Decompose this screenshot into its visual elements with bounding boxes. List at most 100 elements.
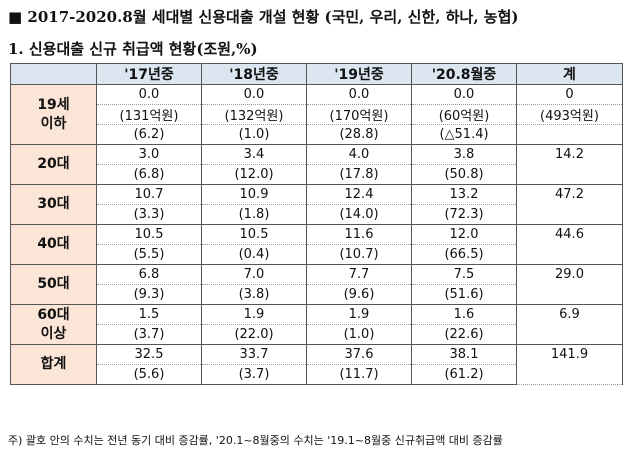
row-group-label: 40대 — [10, 224, 97, 265]
table-cell: 1.9 — [201, 304, 307, 325]
table-cell: 3.8 — [411, 144, 517, 165]
row-group-label: 19세 이하 — [10, 84, 97, 145]
row-group-label: 60대 이상 — [10, 304, 97, 345]
table-cell: (60억원) — [411, 104, 517, 125]
table-cell: (72.3) — [411, 204, 517, 225]
table-row: 30대 10.7 10.9 12.4 13.2 47.2 — [10, 184, 623, 225]
table-cell: 10.5 — [96, 224, 202, 245]
table-row: 50대 6.8 7.0 7.7 7.5 29.0 — [10, 264, 623, 305]
column-header: '18년중 — [201, 63, 307, 85]
table-cell: (6.8) — [96, 164, 202, 185]
total-cell: 6.9 — [516, 304, 623, 345]
table-cell: 1.9 — [306, 304, 412, 325]
table-cell: (9.3) — [96, 284, 202, 305]
table-cell — [516, 124, 623, 145]
table-cell: (51.6) — [411, 284, 517, 305]
table-cell: (12.0) — [201, 164, 307, 185]
table-cell: (131억원) — [96, 104, 202, 125]
table-cell: 0.0 — [201, 84, 307, 105]
loan-table: '17년중 '18년중 '19년중 '20.8월중 계 19세 이하 0.0 0.0… — [10, 63, 623, 385]
table-row: 40대 10.5 10.5 11.6 12.0 44.6 — [10, 224, 623, 265]
total-cell: 14.2 — [516, 144, 623, 185]
table-cell: (3.7) — [201, 364, 307, 385]
table-cell: 12.0 — [411, 224, 517, 245]
table-cell: 1.6 — [411, 304, 517, 325]
table-cell: (50.8) — [411, 164, 517, 185]
table-cell: (493억원) — [516, 104, 623, 125]
row-group-label: 30대 — [10, 184, 97, 225]
section-subtitle: 1. 신용대출 신규 취급액 현황(조원,%) — [8, 40, 258, 58]
table-cell: 11.6 — [306, 224, 412, 245]
table-cell: (5.5) — [96, 244, 202, 265]
table-cell: 32.5 — [96, 344, 202, 365]
table-cell: 3.0 — [96, 144, 202, 165]
total-cell: 141.9 — [516, 344, 623, 385]
table-cell: (22.6) — [411, 324, 517, 345]
table-cell: 0.0 — [411, 84, 517, 105]
table-cell: 0 — [516, 84, 623, 105]
header-corner — [10, 63, 97, 85]
table-cell: 33.7 — [201, 344, 307, 365]
table-cell: (28.8) — [306, 124, 412, 145]
table-cell: 4.0 — [306, 144, 412, 165]
table-cell: (11.7) — [306, 364, 412, 385]
table-row: (131억원) (132억원) (170억원) (60억원) (493억원) — [11, 104, 623, 125]
table-cell: 10.5 — [201, 224, 307, 245]
table-cell: 10.7 — [96, 184, 202, 205]
table-cell: 13.2 — [411, 184, 517, 205]
table-row: 60대 이상 1.5 1.9 1.9 1.6 6.9 — [10, 304, 623, 345]
table-row: (5.5) (0.4) (10.7) (66.5) — [11, 244, 623, 265]
table-cell: (1.0) — [201, 124, 307, 145]
table-header-row: '17년중 '18년중 '19년중 '20.8월중 계 — [10, 63, 623, 85]
row-group-label: 50대 — [10, 264, 97, 305]
table-cell: (6.2) — [96, 124, 202, 145]
table-row: 20대 3.0 3.4 4.0 3.8 14.2 — [10, 144, 623, 185]
table-cell: (170억원) — [306, 104, 412, 125]
column-header: '19년중 — [306, 63, 412, 85]
column-header: 계 — [516, 63, 623, 85]
table-cell: (5.6) — [96, 364, 202, 385]
table-cell: (9.6) — [306, 284, 412, 305]
total-cell: 47.2 — [516, 184, 623, 225]
table-row: (6.2) (1.0) (28.8) (△51.4) — [11, 124, 623, 145]
table-cell: 0.0 — [306, 84, 412, 105]
row-group-label: 20대 — [10, 144, 97, 185]
table-cell: (10.7) — [306, 244, 412, 265]
table-cell: 7.7 — [306, 264, 412, 285]
footnote: 주) 괄호 안의 수치는 전년 동기 대비 증감률, '20.1~8월중의 수치… — [8, 434, 503, 447]
table-cell: 10.9 — [201, 184, 307, 205]
table-cell: (3.8) — [201, 284, 307, 305]
table-cell: (1.8) — [201, 204, 307, 225]
table-cell: (22.0) — [201, 324, 307, 345]
total-cell: 29.0 — [516, 264, 623, 305]
table-cell: 3.4 — [201, 144, 307, 165]
column-header: '20.8월중 — [411, 63, 517, 85]
table-cell: (17.8) — [306, 164, 412, 185]
table-cell: (3.7) — [96, 324, 202, 345]
table-cell: (14.0) — [306, 204, 412, 225]
table-cell: (66.5) — [411, 244, 517, 265]
table-row: (5.6) (3.7) (11.7) (61.2) — [11, 364, 623, 385]
total-cell: 44.6 — [516, 224, 623, 265]
table-cell: 38.1 — [411, 344, 517, 365]
table-cell: 6.8 — [96, 264, 202, 285]
table-cell: 0.0 — [96, 84, 202, 105]
table-cell: (61.2) — [411, 364, 517, 385]
table-cell: 7.0 — [201, 264, 307, 285]
table-row: (3.7) (22.0) (1.0) (22.6) — [11, 324, 623, 345]
table-cell: (△51.4) — [411, 124, 517, 145]
page-title: ■ 2017-2020.8월 세대별 신용대출 개설 현황 (국민, 우리, 신… — [8, 8, 519, 26]
row-group-label: 합계 — [10, 344, 97, 385]
table-row: 합계 32.5 33.7 37.6 38.1 141.9 — [10, 344, 623, 385]
table-row: (9.3) (3.8) (9.6) (51.6) — [11, 284, 623, 305]
table-cell: (3.3) — [96, 204, 202, 225]
table-cell: 37.6 — [306, 344, 412, 365]
table-cell: 7.5 — [411, 264, 517, 285]
table-cell: (132억원) — [201, 104, 307, 125]
table-cell: (1.0) — [306, 324, 412, 345]
table-cell: 1.5 — [96, 304, 202, 325]
table-cell: 12.4 — [306, 184, 412, 205]
table-row: 19세 이하 0.0 0.0 0.0 0.0 0 — [10, 84, 623, 145]
table-cell: (0.4) — [201, 244, 307, 265]
column-header: '17년중 — [96, 63, 202, 85]
